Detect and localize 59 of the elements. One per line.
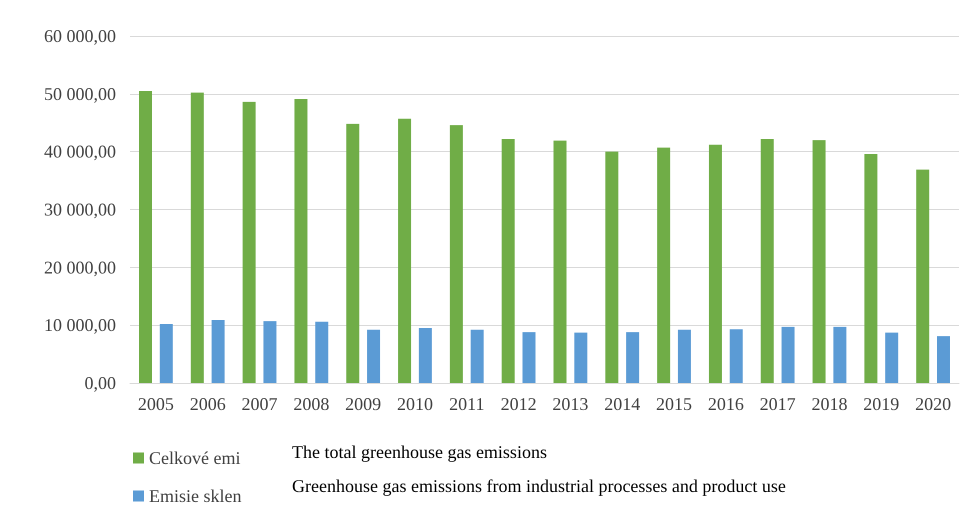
y-tick-label: 10 000,00 bbox=[44, 315, 116, 336]
x-tick-label: 2015 bbox=[656, 394, 692, 414]
x-tick-label: 2019 bbox=[863, 394, 900, 414]
y-tick-label: 50 000,00 bbox=[44, 84, 116, 104]
x-tick-label: 2013 bbox=[552, 394, 588, 414]
text: Greenhouse gas emissions from industrial processes and product use bbox=[292, 476, 786, 496]
x-tick-label: 2006 bbox=[190, 394, 226, 414]
bar bbox=[708, 144, 722, 383]
y-tick-label: 30 000,00 bbox=[44, 200, 116, 220]
x-tick-label: 2018 bbox=[811, 394, 848, 414]
bar bbox=[470, 330, 484, 383]
bar bbox=[346, 124, 360, 383]
x-tick-label: 2014 bbox=[604, 394, 640, 414]
bar bbox=[160, 324, 173, 383]
y-tick-label: 40 000,00 bbox=[44, 142, 116, 162]
x-tick-label: 2010 bbox=[396, 394, 433, 414]
y-tick-label: 60 000,00 bbox=[44, 26, 116, 46]
bar bbox=[263, 321, 276, 383]
bar bbox=[916, 170, 930, 383]
bar bbox=[782, 326, 795, 383]
bar bbox=[212, 320, 225, 383]
bar bbox=[760, 138, 774, 383]
bar bbox=[730, 329, 743, 383]
bar bbox=[418, 328, 432, 383]
bar bbox=[678, 330, 691, 383]
x-tick-label: 2005 bbox=[138, 394, 174, 414]
x-tick-label: 2017 bbox=[760, 394, 796, 414]
bar bbox=[315, 322, 328, 383]
bar bbox=[398, 118, 412, 383]
legend-label: Emisie sklen bbox=[149, 486, 242, 506]
x-tick-label: 2009 bbox=[345, 394, 382, 414]
x-tick-label: 2016 bbox=[708, 394, 744, 414]
bar bbox=[812, 140, 826, 383]
bar bbox=[522, 332, 536, 383]
text: The total greenhouse gas emissions bbox=[292, 442, 547, 462]
bar bbox=[139, 90, 152, 383]
bar bbox=[242, 102, 256, 383]
bar bbox=[450, 125, 463, 383]
y-tick-label: 20 000,00 bbox=[44, 257, 116, 278]
bar bbox=[502, 138, 515, 383]
bar bbox=[190, 92, 204, 383]
x-tick-label: 2011 bbox=[449, 394, 484, 414]
bar bbox=[885, 332, 898, 383]
bar bbox=[657, 148, 670, 383]
bar bbox=[294, 99, 308, 383]
bar bbox=[367, 330, 380, 383]
bar bbox=[936, 336, 950, 383]
x-tick-label: 2008 bbox=[293, 394, 330, 414]
y-tick-label: 0,00 bbox=[84, 373, 116, 393]
x-tick-label: 2012 bbox=[500, 394, 537, 414]
legend-label: Celkové emi bbox=[149, 448, 240, 468]
x-tick-label: 2007 bbox=[242, 394, 278, 414]
bar bbox=[626, 332, 640, 383]
bar bbox=[833, 326, 846, 383]
bar bbox=[864, 154, 878, 383]
bar bbox=[605, 152, 618, 383]
bar bbox=[554, 140, 567, 383]
x-tick-label: 2020 bbox=[915, 394, 952, 414]
bar bbox=[574, 332, 588, 383]
